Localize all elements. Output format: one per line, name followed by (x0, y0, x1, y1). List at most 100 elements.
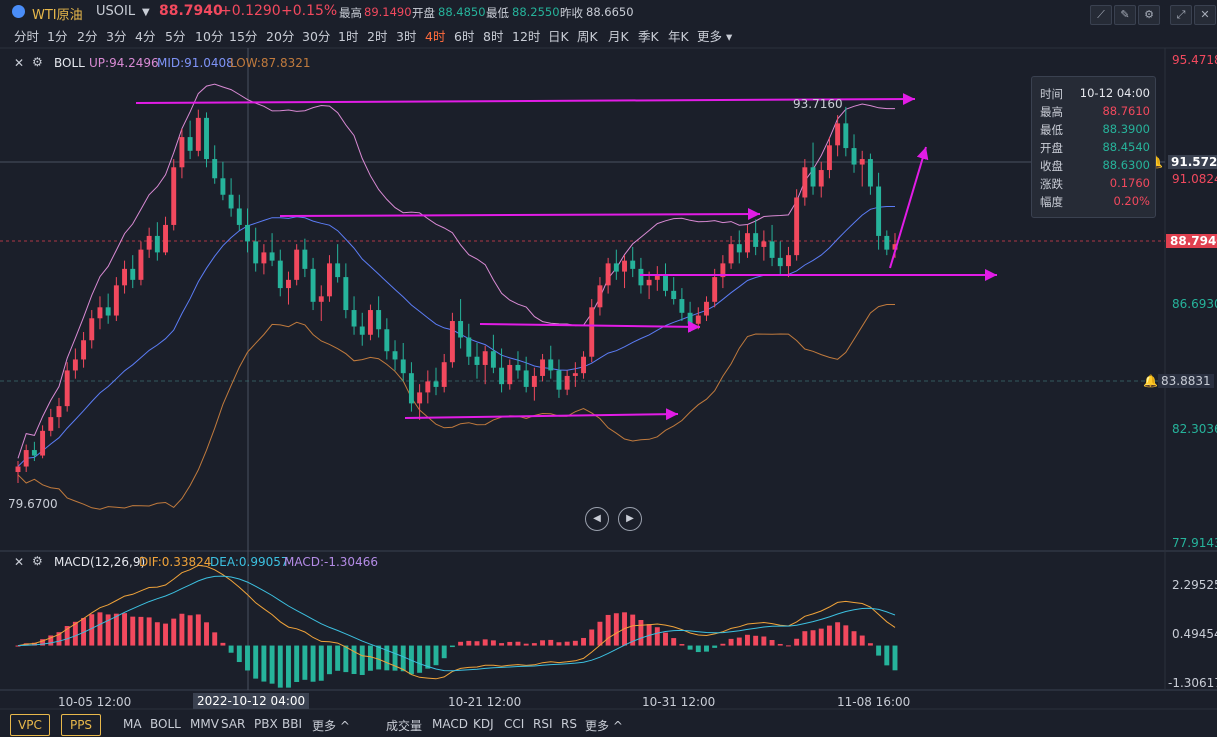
period-tab[interactable]: 2分 (77, 29, 98, 44)
candle-body (515, 364, 521, 371)
period-tab[interactable]: 更多 ▾ (697, 29, 733, 44)
indicator-option[interactable]: 成交量 (386, 719, 423, 733)
boll-close-icon[interactable]: ✕ (14, 56, 25, 70)
pps-button[interactable]: PPS (61, 714, 101, 736)
tooltip-value: 0.20% (1113, 194, 1150, 208)
period-tab[interactable]: 3时 (396, 29, 417, 44)
candle-body (310, 268, 316, 302)
instrument-name[interactable]: WTI原油 (32, 8, 83, 23)
period-tab[interactable]: 2时 (367, 29, 388, 44)
candle-body (572, 373, 578, 376)
candle-body (64, 370, 70, 407)
indicator-option[interactable]: RSI (533, 717, 553, 731)
period-tab[interactable]: 1分 (47, 29, 68, 44)
trend-arrow (889, 146, 929, 269)
min-price-annotation: 79.6700 (8, 497, 58, 511)
indicator-option[interactable]: 更多 ^ (585, 719, 623, 733)
macd-histogram-bar (146, 617, 152, 646)
period-tab[interactable]: 30分 (302, 29, 331, 44)
candle-body (630, 260, 636, 269)
indicator-option[interactable]: KDJ (473, 717, 494, 731)
indicator-option[interactable]: PBX (254, 717, 278, 731)
macd-histogram-bar (400, 645, 406, 672)
boll-name: BOLL (54, 56, 85, 70)
period-tab[interactable]: 3分 (106, 29, 127, 44)
draw-line-tool-icon[interactable]: ⟋ (1090, 5, 1112, 25)
low-label: 最低 (486, 6, 509, 20)
candle-body (171, 167, 177, 225)
period-tab[interactable]: 年K (668, 29, 689, 44)
indicator-option[interactable]: SAR (221, 717, 246, 731)
time-axis-tick: 11-08 16:00 (837, 695, 911, 709)
time-axis-tick: 10-05 12:00 (58, 695, 132, 709)
indicator-option[interactable]: MACD (432, 717, 468, 731)
macd-histogram-bar (253, 645, 259, 679)
period-tab[interactable]: 周K (577, 29, 598, 44)
period-tab[interactable]: 12时 (512, 29, 541, 44)
period-tab[interactable]: 20分 (266, 29, 295, 44)
close-chart-icon[interactable]: ✕ (1194, 5, 1216, 25)
macd-histogram-bar (384, 645, 390, 671)
macd-histogram-bar (892, 645, 898, 671)
period-tab[interactable]: 10分 (195, 29, 224, 44)
macd-histogram-bar (589, 629, 595, 646)
macd-histogram-bar (449, 645, 455, 648)
period-tab[interactable]: 季K (638, 29, 659, 44)
period-tab[interactable]: 5分 (165, 29, 186, 44)
macd-histogram-bar (802, 631, 808, 646)
macd-close-icon[interactable]: ✕ (14, 555, 25, 569)
candle-body (884, 235, 890, 250)
period-tab[interactable]: 分时 (14, 29, 40, 44)
indicator-settings-icon[interactable]: ⚙ (1138, 5, 1160, 25)
candle-body (236, 208, 242, 225)
indicator-option[interactable]: BOLL (150, 717, 181, 731)
macd-axis-tick: 2.29525 (1172, 578, 1217, 592)
candle-body (113, 285, 119, 316)
macd-histogram-bar (154, 622, 160, 646)
candle-body (556, 370, 562, 390)
candle-body (326, 263, 332, 297)
indicator-option[interactable]: RS (561, 717, 577, 731)
tooltip-value: 88.3900 (1102, 122, 1150, 136)
scroll-right-button[interactable]: ▶ (618, 507, 642, 531)
indicator-option[interactable]: CCI (504, 717, 525, 731)
vpc-button[interactable]: VPC (10, 714, 50, 736)
pen-tool-icon[interactable]: ✎ (1114, 5, 1136, 25)
macd-dea-line (17, 575, 896, 672)
alert-bell-icon[interactable]: 🔔 (1143, 374, 1158, 388)
period-tab[interactable]: 日K (548, 29, 569, 44)
indicator-option[interactable]: BBI (282, 717, 303, 731)
time-axis-tick: 10-31 12:00 (642, 695, 716, 709)
macd-settings-icon[interactable]: ⚙ (32, 554, 43, 568)
candle-body (318, 296, 324, 302)
alert-price-label[interactable]: 83.8831 (1158, 374, 1214, 388)
candle-body (843, 123, 849, 149)
period-tab[interactable]: 1时 (338, 29, 359, 44)
period-tab[interactable]: 15分 (229, 29, 258, 44)
period-tab[interactable]: 4时 (425, 29, 446, 44)
period-tab[interactable]: 6时 (454, 29, 475, 44)
prev-close-value: 88.6650 (586, 5, 634, 19)
tooltip-value: 10-12 04:00 (1079, 86, 1150, 100)
candle-body (31, 450, 37, 456)
macd-histogram-bar (548, 639, 554, 646)
candle-body (72, 359, 78, 371)
macd-histogram-bar (859, 635, 865, 646)
candle-body (490, 351, 496, 368)
indicator-option[interactable]: MMV (190, 717, 219, 731)
symbol-dropdown-icon[interactable]: ▼ (142, 7, 150, 18)
period-tab[interactable]: 8时 (483, 29, 504, 44)
indicator-option[interactable]: 更多 ^ (312, 719, 350, 733)
macd-histogram-bar (810, 630, 816, 646)
macd-histogram-bar (515, 641, 521, 646)
candle-body (376, 310, 382, 330)
instrument-symbol[interactable]: USOIL (96, 4, 136, 19)
period-tab[interactable]: 月K (608, 29, 629, 44)
boll-settings-icon[interactable]: ⚙ (32, 55, 43, 69)
scroll-left-button[interactable]: ◀ (585, 507, 609, 531)
candle-body (195, 117, 201, 151)
expand-icon[interactable]: ⤢ (1170, 5, 1192, 25)
period-tab[interactable]: 4分 (135, 29, 156, 44)
indicator-option[interactable]: MA (123, 717, 142, 731)
